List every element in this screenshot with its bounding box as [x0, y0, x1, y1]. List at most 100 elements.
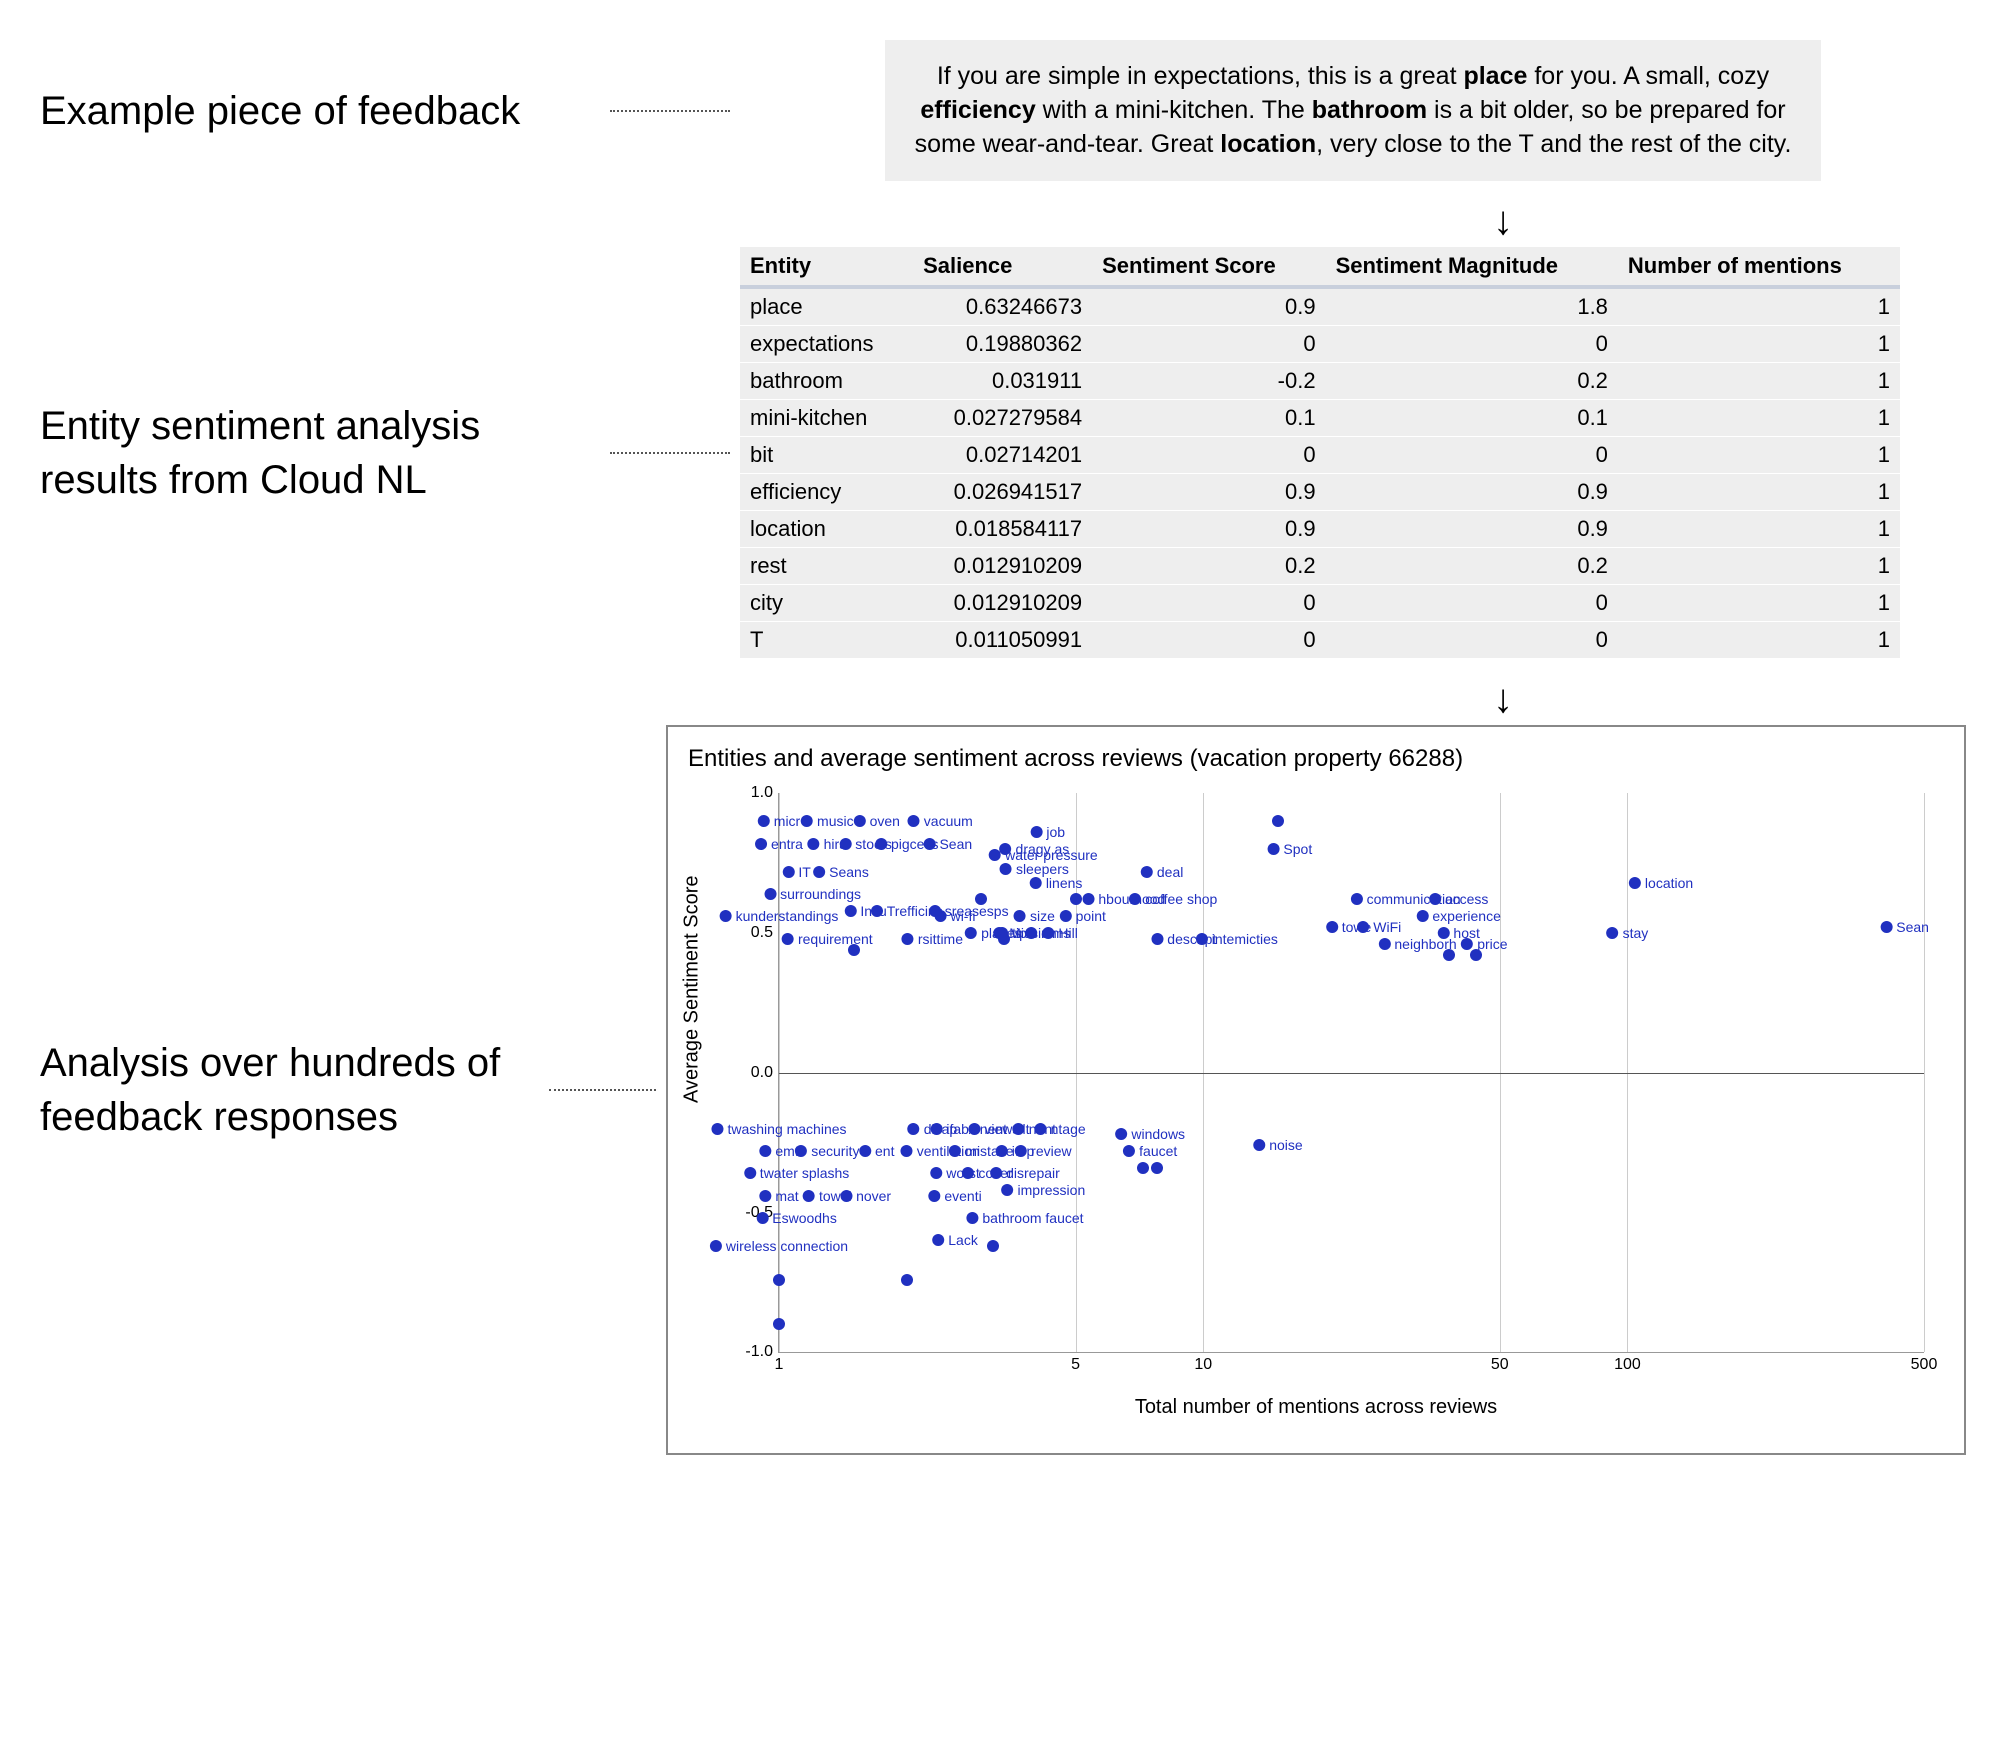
dot-icon [932, 1234, 944, 1246]
table-cell: 1 [1618, 511, 1900, 548]
table-header: Entity [740, 247, 913, 287]
table-cell: 1.8 [1326, 287, 1618, 326]
table-cell: 0.011050991 [913, 622, 1092, 659]
table-row: mini-kitchen0.0272795840.10.11 [740, 400, 1900, 437]
table-cell: T [740, 622, 913, 659]
table-row: expectations0.19880362001 [740, 326, 1900, 363]
scatter-point: eventi [928, 1188, 981, 1204]
dot-icon [1030, 877, 1042, 889]
dot-icon [795, 1145, 807, 1157]
table-cell: 0.9 [1326, 474, 1618, 511]
dot-icon [1070, 893, 1082, 905]
scatter-point [773, 1274, 785, 1286]
dot-icon [1416, 910, 1428, 922]
table-cell: 0.19880362 [913, 326, 1092, 363]
scatter-point [773, 1318, 785, 1330]
table-cell: 0.012910209 [913, 548, 1092, 585]
point-label: Sean [939, 836, 972, 852]
point-label: surroundings [780, 886, 861, 902]
table-cell: efficiency [740, 474, 913, 511]
point-label: access [1445, 891, 1489, 907]
dot-icon [975, 893, 987, 905]
scatter-point: ntage [1035, 1121, 1086, 1137]
dot-icon [875, 838, 887, 850]
x-tick: 100 [1614, 1352, 1641, 1374]
dot-icon [1014, 910, 1026, 922]
point-label: stay [1623, 925, 1649, 941]
scatter-point: stay [1607, 925, 1649, 941]
dot-icon [1461, 938, 1473, 950]
table-cell: 0.1 [1326, 400, 1618, 437]
scatter-point: deal [1141, 864, 1183, 880]
arrow-down-icon: ↓ [1040, 201, 1966, 241]
connector-1 [610, 110, 730, 112]
dot-icon [1267, 843, 1279, 855]
dot-icon [968, 1123, 980, 1135]
scatter-point: experience [1416, 908, 1501, 924]
table-cell: 0 [1326, 585, 1618, 622]
table-cell: place [740, 287, 913, 326]
table-cell: 1 [1618, 326, 1900, 363]
point-label: deal [1157, 864, 1183, 880]
scatter-point: windows [1115, 1126, 1185, 1142]
dot-icon [782, 933, 794, 945]
point-label: eventi [944, 1188, 981, 1204]
scatter-point: bathroom faucet [966, 1210, 1083, 1226]
scatter-point [975, 893, 987, 905]
feedback-bold: location [1220, 130, 1316, 158]
table-cell: bit [740, 437, 913, 474]
point-label: WiFi [1373, 919, 1401, 935]
dot-icon [854, 815, 866, 827]
dot-icon [1082, 893, 1094, 905]
feedback-text: for you. A small, cozy [1527, 62, 1769, 90]
point-label: Spot [1283, 841, 1312, 857]
table-cell: 1 [1618, 474, 1900, 511]
chart-body: Average Sentiment Score Total number of … [688, 783, 1944, 1423]
x-tick: 10 [1194, 1352, 1212, 1374]
scatter-point: disrepair [990, 1165, 1060, 1181]
point-label: noise [1269, 1137, 1302, 1153]
scatter-point: Lack [932, 1232, 978, 1248]
table-cell: 1 [1618, 363, 1900, 400]
scatter-point: mat [759, 1188, 798, 1204]
dot-icon [871, 905, 883, 917]
scatter-point: oven [854, 813, 900, 829]
dot-icon [930, 1123, 942, 1135]
scatter-point: impression [1002, 1182, 1086, 1198]
x-tick: 50 [1491, 1352, 1509, 1374]
table-header: Sentiment Magnitude [1326, 247, 1618, 287]
dot-icon [1629, 877, 1641, 889]
table-cell: -0.2 [1092, 363, 1325, 400]
gridline [1924, 793, 1925, 1352]
point-label: job [1046, 824, 1065, 840]
point-label: rsittime [918, 931, 963, 947]
dot-icon [1141, 866, 1153, 878]
dot-icon [759, 1190, 771, 1202]
scatter-point: noise [1253, 1137, 1302, 1153]
scatter-point [1070, 893, 1082, 905]
scatter-point: Sean [1880, 919, 1929, 935]
point-label: linens [1046, 875, 1083, 891]
dot-icon [744, 1167, 756, 1179]
table-header: Number of mentions [1618, 247, 1900, 287]
point-label: mat [775, 1188, 798, 1204]
table-cell: city [740, 585, 913, 622]
table-cell: 0.031911 [913, 363, 1092, 400]
label-feedback: Example piece of feedback [40, 84, 600, 138]
dot-icon [720, 910, 732, 922]
scatter-point: linens [1030, 875, 1083, 891]
dot-icon [782, 866, 794, 878]
dot-icon [930, 1167, 942, 1179]
dot-icon [908, 815, 920, 827]
point-label: point [1076, 908, 1106, 924]
dot-icon [1272, 815, 1284, 827]
scatter-point [987, 1240, 999, 1252]
scatter-point: micr [758, 813, 800, 829]
table-cell: 0.1 [1092, 400, 1325, 437]
dot-icon [808, 838, 820, 850]
dot-icon [710, 1240, 722, 1252]
table-cell: expectations [740, 326, 913, 363]
feedback-col: If you are simple in expectations, this … [740, 40, 1966, 181]
dot-icon [1326, 921, 1338, 933]
table-cell: 0 [1092, 585, 1325, 622]
